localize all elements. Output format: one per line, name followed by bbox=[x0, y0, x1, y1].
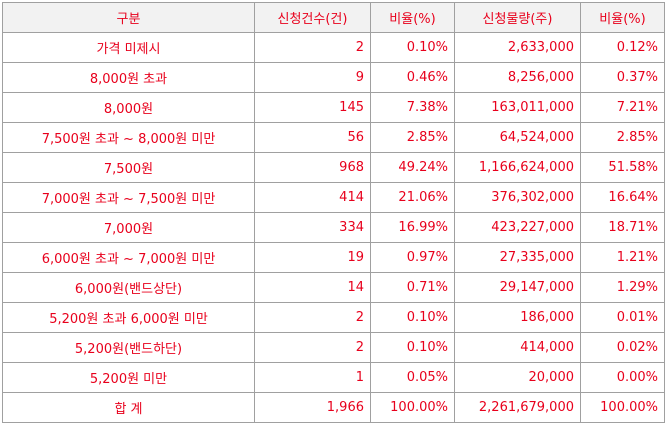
cell-count-ratio: 49.24% bbox=[370, 152, 455, 183]
cell-volume: 423,227,000 bbox=[454, 212, 581, 243]
cell-category: 6,000원 초과 ~ 7,000원 미만 bbox=[2, 242, 255, 273]
cell-volume: 8,256,000 bbox=[454, 62, 581, 93]
cell-count-ratio: 0.10% bbox=[370, 302, 455, 333]
total-row: 합 계 1,966 100.00% 2,261,679,000 100.00% bbox=[2, 392, 665, 423]
cell-volume: 2,261,679,000 bbox=[454, 392, 581, 423]
cell-volume-ratio: 16.64% bbox=[580, 182, 665, 213]
cell-count: 2 bbox=[254, 302, 371, 333]
cell-count-ratio: 21.06% bbox=[370, 182, 455, 213]
cell-count-ratio: 2.85% bbox=[370, 122, 455, 153]
table-row: 5,200원 미만 1 0.05% 20,000 0.00% bbox=[2, 362, 665, 393]
cell-count: 2 bbox=[254, 332, 371, 363]
cell-category: 가격 미제시 bbox=[2, 32, 255, 63]
cell-count: 414 bbox=[254, 182, 371, 213]
cell-volume-ratio: 1.21% bbox=[580, 242, 665, 273]
cell-category: 6,000원(밴드상단) bbox=[2, 272, 255, 303]
cell-count: 19 bbox=[254, 242, 371, 273]
cell-category: 7,500원 bbox=[2, 152, 255, 183]
cell-volume: 376,302,000 bbox=[454, 182, 581, 213]
cell-volume-ratio: 0.00% bbox=[580, 362, 665, 393]
cell-count: 14 bbox=[254, 272, 371, 303]
table-row: 7,000원 334 16.99% 423,227,000 18.71% bbox=[2, 212, 665, 243]
cell-count-ratio: 0.97% bbox=[370, 242, 455, 273]
cell-volume: 64,524,000 bbox=[454, 122, 581, 153]
cell-category: 7,000원 bbox=[2, 212, 255, 243]
cell-volume-ratio: 0.37% bbox=[580, 62, 665, 93]
cell-volume-ratio: 7.21% bbox=[580, 92, 665, 123]
table-body: 가격 미제시 2 0.10% 2,633,000 0.12% 8,000원 초과 9 0.46… bbox=[2, 32, 665, 423]
cell-category: 5,200원 초과 6,000원 미만 bbox=[2, 302, 255, 333]
cell-count: 145 bbox=[254, 92, 371, 123]
cell-count-ratio: 0.46% bbox=[370, 62, 455, 93]
cell-category: 5,200원(밴드하단) bbox=[2, 332, 255, 363]
header-volume: 신청물량(주) bbox=[454, 2, 581, 33]
cell-volume-ratio: 1.29% bbox=[580, 272, 665, 303]
cell-count: 334 bbox=[254, 212, 371, 243]
table-row: 7,500원 초과 ~ 8,000원 미만 56 2.85% 64,524,000 2.… bbox=[2, 122, 665, 153]
cell-volume-ratio: 0.02% bbox=[580, 332, 665, 363]
cell-category: 7,000원 초과 ~ 7,500원 미만 bbox=[2, 182, 255, 213]
cell-count-ratio: 0.10% bbox=[370, 32, 455, 63]
table-row: 6,000원 초과 ~ 7,000원 미만 19 0.97% 27,335,000 1.… bbox=[2, 242, 665, 273]
cell-count: 9 bbox=[254, 62, 371, 93]
cell-count: 968 bbox=[254, 152, 371, 183]
cell-count-ratio: 0.10% bbox=[370, 332, 455, 363]
cell-count-ratio: 7.38% bbox=[370, 92, 455, 123]
cell-count-ratio: 0.05% bbox=[370, 362, 455, 393]
cell-category: 5,200원 미만 bbox=[2, 362, 255, 393]
table-row: 8,000원 초과 9 0.46% 8,256,000 0.37% bbox=[2, 62, 665, 93]
table-row: 7,000원 초과 ~ 7,500원 미만 414 21.06% 376,302,00… bbox=[2, 182, 665, 213]
table-row: 7,500원 968 49.24% 1,166,624,000 51.58% bbox=[2, 152, 665, 183]
cell-category: 8,000원 초과 bbox=[2, 62, 255, 93]
header-count: 신청건수(건) bbox=[254, 2, 371, 33]
cell-count-ratio: 16.99% bbox=[370, 212, 455, 243]
header-row: 구분 신청건수(건) 비율(%) 신청물량(주) 비율(%) bbox=[2, 2, 665, 33]
cell-category: 8,000원 bbox=[2, 92, 255, 123]
header-volume-ratio: 비율(%) bbox=[580, 2, 665, 33]
cell-count-ratio: 100.00% bbox=[370, 392, 455, 423]
cell-volume-ratio: 2.85% bbox=[580, 122, 665, 153]
cell-count: 1,966 bbox=[254, 392, 371, 423]
table-header: 구분 신청건수(건) 비율(%) 신청물량(주) 비율(%) bbox=[2, 2, 665, 33]
subscription-table: 구분 신청건수(건) 비율(%) 신청물량(주) 비율(%) 가격 미제시 2 0.… bbox=[2, 2, 665, 423]
cell-count: 56 bbox=[254, 122, 371, 153]
cell-count: 1 bbox=[254, 362, 371, 393]
table-row: 가격 미제시 2 0.10% 2,633,000 0.12% bbox=[2, 32, 665, 63]
cell-volume-ratio: 18.71% bbox=[580, 212, 665, 243]
cell-volume: 20,000 bbox=[454, 362, 581, 393]
table-row: 6,000원(밴드상단) 14 0.71% 29,147,000 1.29% bbox=[2, 272, 665, 303]
cell-volume: 29,147,000 bbox=[454, 272, 581, 303]
cell-volume: 163,011,000 bbox=[454, 92, 581, 123]
cell-volume-ratio: 0.12% bbox=[580, 32, 665, 63]
cell-volume: 27,335,000 bbox=[454, 242, 581, 273]
cell-volume: 186,000 bbox=[454, 302, 581, 333]
table-row: 5,200원 초과 6,000원 미만 2 0.10% 186,000 0.01% bbox=[2, 302, 665, 333]
cell-category: 합 계 bbox=[2, 392, 255, 423]
cell-category: 7,500원 초과 ~ 8,000원 미만 bbox=[2, 122, 255, 153]
cell-volume-ratio: 51.58% bbox=[580, 152, 665, 183]
table-row: 8,000원 145 7.38% 163,011,000 7.21% bbox=[2, 92, 665, 123]
cell-volume: 2,633,000 bbox=[454, 32, 581, 63]
table-row: 5,200원(밴드하단) 2 0.10% 414,000 0.02% bbox=[2, 332, 665, 363]
cell-volume: 1,166,624,000 bbox=[454, 152, 581, 183]
cell-volume-ratio: 0.01% bbox=[580, 302, 665, 333]
header-count-ratio: 비율(%) bbox=[370, 2, 455, 33]
cell-count-ratio: 0.71% bbox=[370, 272, 455, 303]
header-category: 구분 bbox=[2, 2, 255, 33]
cell-volume-ratio: 100.00% bbox=[580, 392, 665, 423]
cell-volume: 414,000 bbox=[454, 332, 581, 363]
cell-count: 2 bbox=[254, 32, 371, 63]
